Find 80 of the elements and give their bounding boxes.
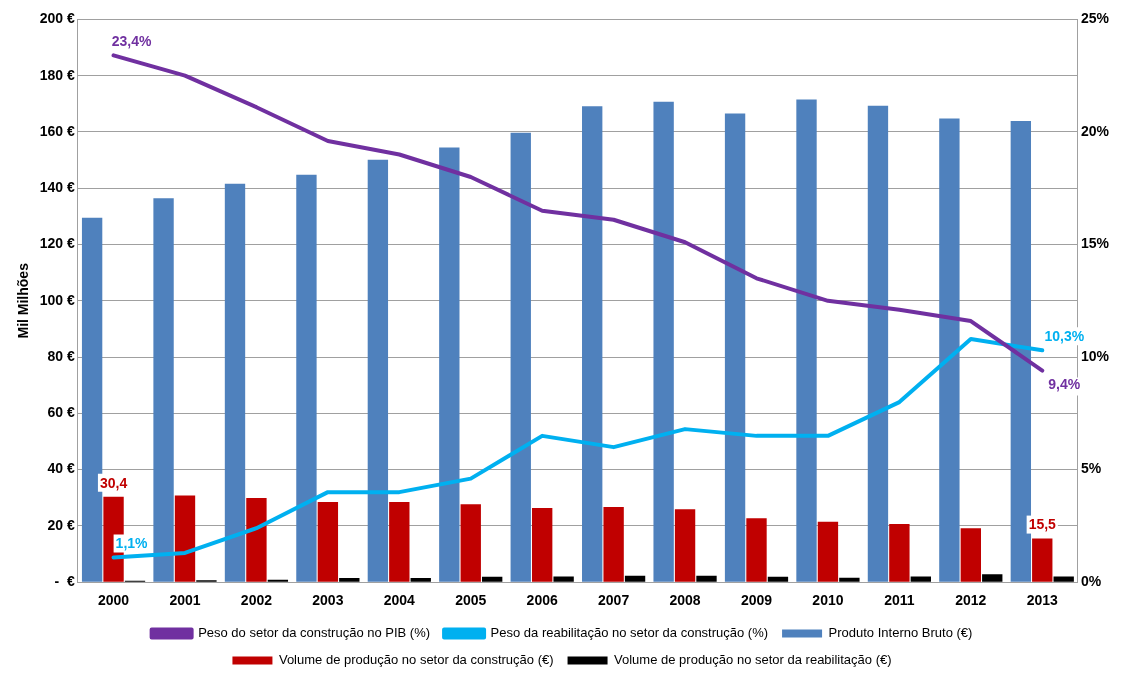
- bar: [767, 576, 789, 582]
- bar: [1032, 538, 1053, 582]
- y-tick-label: 120 €: [39, 235, 76, 252]
- bar: [510, 132, 531, 582]
- y-tick-label: 80 €: [47, 347, 76, 364]
- bar: [296, 174, 317, 582]
- data-label: 9,4%: [1048, 376, 1081, 393]
- y2-tick-label: 25%: [1080, 10, 1110, 27]
- x-tick-label: 2010: [812, 592, 844, 609]
- y2-tick-label: 10%: [1080, 347, 1110, 364]
- data-label: 1,1%: [115, 535, 149, 552]
- bar: [460, 504, 481, 582]
- bar: [389, 502, 410, 582]
- x-tick-label: 2003: [312, 592, 344, 609]
- legend-label: Produto Interno Bruto (€): [828, 625, 973, 641]
- bar: [317, 502, 339, 582]
- bar: [439, 147, 460, 582]
- bar: [746, 518, 767, 582]
- x-tick-label: 2001: [169, 592, 201, 609]
- bar: [867, 105, 889, 582]
- data-label: 23,4%: [111, 33, 152, 50]
- bar: [889, 523, 910, 582]
- y-tick-label: 20 €: [47, 516, 76, 533]
- bar: [960, 528, 981, 582]
- bar: [603, 507, 624, 582]
- y-tick-label: 100 €: [39, 291, 76, 308]
- bar: [982, 574, 1003, 582]
- bar: [582, 106, 603, 582]
- bar: [939, 118, 960, 582]
- bar: [817, 521, 839, 582]
- bar: [724, 113, 746, 582]
- x-tick-label: 2011: [884, 592, 915, 609]
- x-tick-label: 2007: [598, 592, 630, 609]
- x-tick-label: 2008: [669, 592, 701, 609]
- y-tick-label: 200 €: [39, 10, 76, 27]
- bar: [246, 498, 267, 582]
- y2-tick-label: 15%: [1080, 235, 1110, 252]
- x-tick-label: 2002: [240, 592, 273, 609]
- y2-tick-label: 0%: [1080, 573, 1102, 590]
- y-tick-label: 180 €: [39, 66, 76, 83]
- bar: [674, 509, 696, 582]
- bar: [532, 507, 553, 582]
- x-tick-label: 2000: [97, 592, 130, 609]
- bar: [553, 576, 574, 582]
- y-tick-label: 140 €: [39, 179, 76, 196]
- y-tick-label: 40 €: [47, 460, 76, 477]
- y2-tick-label: 20%: [1080, 122, 1110, 139]
- y-tick-label: 60 €: [47, 404, 76, 421]
- bar: [1053, 576, 1074, 582]
- data-label: 10,3%: [1044, 328, 1085, 345]
- bar: [267, 579, 289, 582]
- bar: [624, 575, 646, 582]
- bar: [367, 159, 389, 582]
- bar: [174, 495, 196, 582]
- y-tick-label: 160 €: [39, 122, 76, 139]
- x-tick-label: 2013: [1026, 592, 1059, 609]
- data-label: 30,4: [99, 474, 128, 491]
- bar: [653, 101, 674, 582]
- bar: [339, 577, 360, 582]
- x-tick-label: 2009: [740, 592, 773, 609]
- y-axis-title: Mil Milhões: [15, 262, 32, 339]
- x-tick-label: 2012: [955, 592, 987, 609]
- x-tick-label: 2005: [455, 592, 487, 609]
- bar: [910, 576, 931, 582]
- bar: [839, 577, 860, 582]
- legend-label: Peso do setor da construção no PIB (%): [198, 625, 431, 641]
- bar: [696, 575, 717, 582]
- x-tick-label: 2004: [383, 592, 416, 609]
- legend-label: Volume de produção no setor da construção (€): [278, 652, 554, 668]
- y-tick-label: - €: [54, 573, 76, 590]
- legend-label: Peso da reabilitação no setor da construção (%): [490, 625, 769, 641]
- bar: [796, 99, 817, 582]
- y2-tick-label: 5%: [1080, 460, 1102, 477]
- bar: [224, 183, 246, 582]
- bar: [410, 577, 431, 582]
- data-label: 15,5: [1028, 516, 1057, 533]
- bar: [153, 198, 174, 582]
- bar: [482, 576, 503, 582]
- x-tick-label: 2006: [526, 592, 558, 609]
- legend-label: Volume de produção no setor da reabilitação (€): [614, 652, 892, 668]
